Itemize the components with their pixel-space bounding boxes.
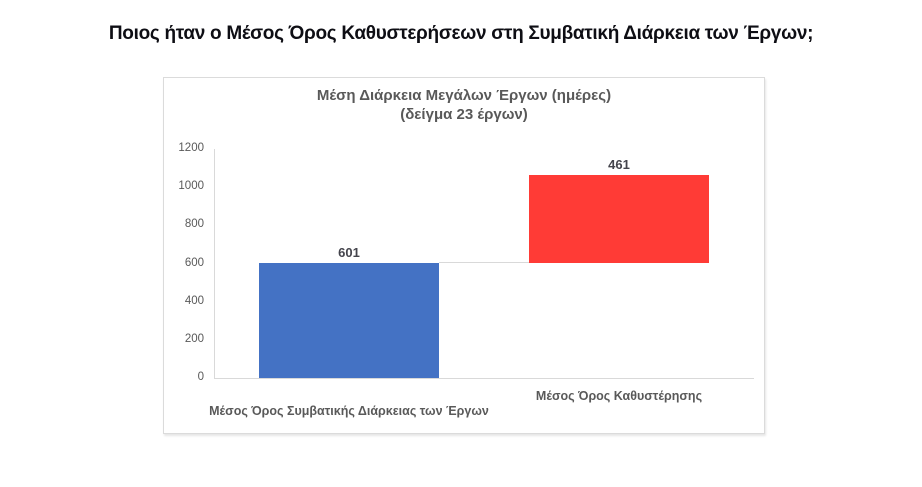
y-axis-tick-label: 200 — [184, 332, 204, 345]
waterfall-connector-line — [439, 262, 529, 264]
bar-value-label: 601 — [338, 245, 360, 261]
bar-value-label: 461 — [608, 157, 630, 173]
bar-1 — [259, 263, 439, 378]
y-axis-tick-label: 1000 — [178, 180, 204, 193]
chart-title-line1: Μέση Διάρκεια Μεγάλων Έργων (ημέρες) — [316, 87, 612, 104]
category-label-1: Μέσος Όρος Συμβατικής Διάρκειας των Έργω… — [209, 404, 489, 418]
x-axis-line — [214, 378, 754, 379]
category-label-2: Μέσος Όρος Καθυστέρησης — [535, 389, 703, 403]
page-title: Ποιος ήταν ο Μέσος Όρος Καθυστερήσεων στ… — [108, 23, 814, 44]
y-axis-tick-label: 0 — [197, 371, 204, 383]
y-axis-tick-label: 600 — [184, 256, 204, 269]
bar-2 — [529, 175, 709, 264]
chart-card: Μέση Διάρκεια Μεγάλων Έργων (ημέρες) (δε… — [163, 77, 765, 434]
y-axis-tick-label: 800 — [184, 218, 204, 231]
y-axis-tick-label: 1200 — [178, 142, 204, 154]
y-axis-line — [214, 149, 215, 378]
chart-title: Μέση Διάρκεια Μεγάλων Έργων (ημέρες) (δε… — [164, 86, 764, 124]
y-axis-tick-label: 400 — [184, 294, 204, 307]
plot-area: 0 200 400 600 800 1000 1200 601 461 — [178, 142, 754, 383]
chart-title-line2: (δείγμα 23 έργων) — [400, 106, 528, 123]
